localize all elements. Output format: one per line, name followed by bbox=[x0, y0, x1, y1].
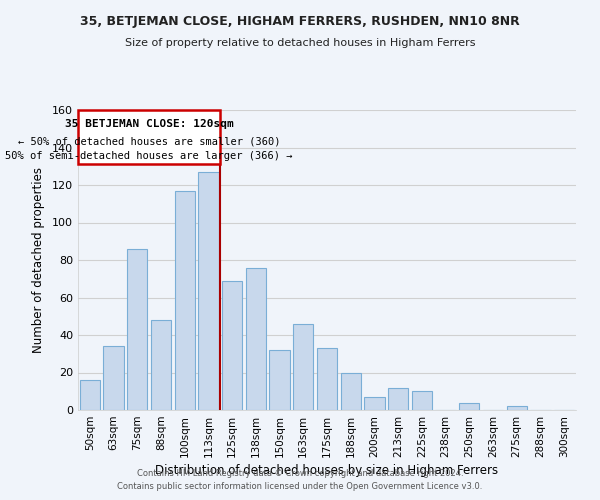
Text: 35, BETJEMAN CLOSE, HIGHAM FERRERS, RUSHDEN, NN10 8NR: 35, BETJEMAN CLOSE, HIGHAM FERRERS, RUSH… bbox=[80, 15, 520, 28]
Bar bbox=[269, 350, 290, 410]
Text: ← 50% of detached houses are smaller (360): ← 50% of detached houses are smaller (36… bbox=[18, 136, 280, 146]
Bar bbox=[199, 172, 218, 410]
Bar bbox=[222, 280, 242, 410]
Bar bbox=[364, 397, 385, 410]
Bar bbox=[175, 190, 195, 410]
Text: 50% of semi-detached houses are larger (366) →: 50% of semi-detached houses are larger (… bbox=[5, 151, 293, 161]
Bar bbox=[127, 248, 148, 410]
Bar bbox=[412, 391, 432, 410]
Y-axis label: Number of detached properties: Number of detached properties bbox=[32, 167, 45, 353]
Bar bbox=[103, 346, 124, 410]
FancyBboxPatch shape bbox=[78, 110, 220, 164]
X-axis label: Distribution of detached houses by size in Higham Ferrers: Distribution of detached houses by size … bbox=[155, 464, 499, 477]
Bar bbox=[317, 348, 337, 410]
Bar bbox=[506, 406, 527, 410]
Bar bbox=[459, 402, 479, 410]
Bar bbox=[388, 388, 408, 410]
Text: Contains public sector information licensed under the Open Government Licence v3: Contains public sector information licen… bbox=[118, 482, 482, 491]
Bar bbox=[80, 380, 100, 410]
Text: 35 BETJEMAN CLOSE: 120sqm: 35 BETJEMAN CLOSE: 120sqm bbox=[65, 120, 233, 130]
Bar bbox=[246, 268, 266, 410]
Bar bbox=[151, 320, 171, 410]
Bar bbox=[341, 372, 361, 410]
Text: Contains HM Land Registry data © Crown copyright and database right 2024.: Contains HM Land Registry data © Crown c… bbox=[137, 468, 463, 477]
Bar bbox=[293, 324, 313, 410]
Text: Size of property relative to detached houses in Higham Ferrers: Size of property relative to detached ho… bbox=[125, 38, 475, 48]
